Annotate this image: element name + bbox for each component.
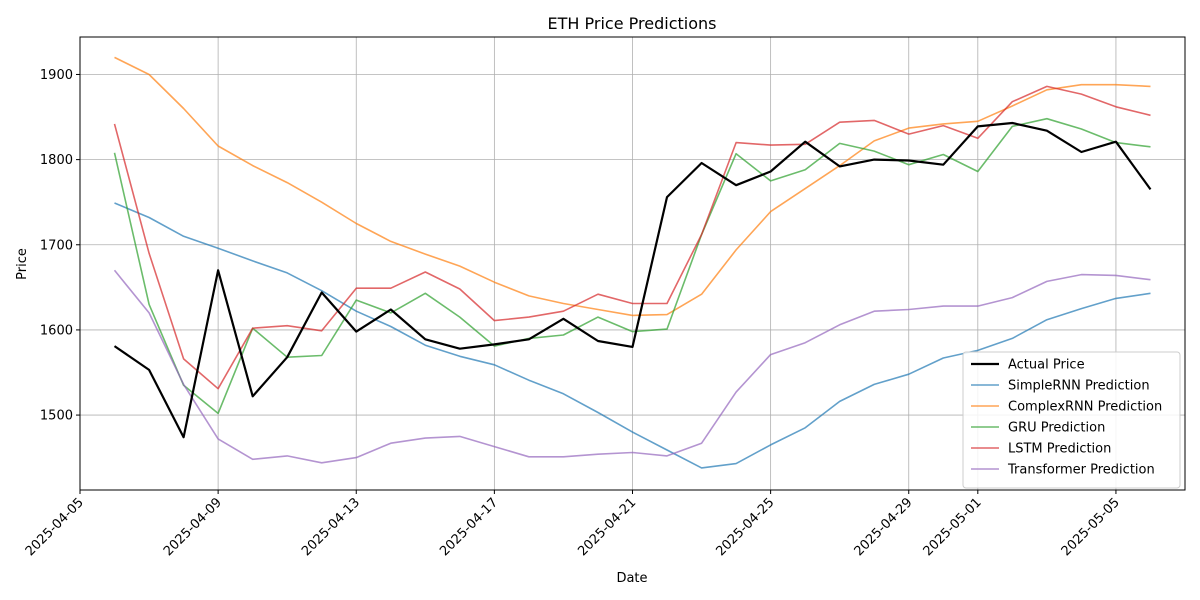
legend-label: Actual Price [1008,358,1085,373]
x-tick-label: 2025-04-05 [23,495,87,559]
x-axis-label: Date [616,571,647,586]
legend-label: ComplexRNN Prediction [1008,400,1162,415]
y-tick-label: 1800 [40,153,73,168]
y-axis-label: Price [15,248,30,280]
chart-title: ETH Price Predictions [548,14,717,33]
y-tick-label: 1500 [40,409,73,424]
x-tick-label: 2025-04-09 [161,495,225,559]
x-tick-label: 2025-04-13 [299,495,363,559]
y-tick-label: 1700 [40,238,73,253]
x-tick-label: 2025-04-17 [437,495,501,559]
x-tick-label: 2025-05-05 [1059,495,1123,559]
series-lines [113,56,1152,469]
series-line-lstm-prediction [113,85,1151,390]
series-line-actual-price [113,121,1152,439]
y-tick-label: 1600 [40,323,73,338]
x-tick-label: 2025-04-25 [713,495,777,559]
legend-box [962,351,1181,489]
legend: Actual Price SimpleRNN Prediction ComplexR… [962,351,1181,489]
y-tick-label: 1900 [40,68,73,83]
legend-label: Transformer Prediction [1007,463,1155,478]
series-line-transformer-prediction [113,269,1151,464]
y-axis: 1500 1600 1700 1800 1900 [40,68,80,424]
legend-label: SimpleRNN Prediction [1008,379,1150,394]
x-axis: 2025-04-05 2025-04-09 2025-04-13 2025-04-17… [23,490,1123,559]
x-tick-label: 2025-04-29 [852,495,916,559]
series-line-complexrnn-prediction [114,56,1151,317]
series-line-simplernn-prediction [114,202,1151,469]
legend-label: GRU Prediction [1008,421,1105,436]
x-tick-label: 2025-04-21 [575,495,639,559]
legend-label: LSTM Prediction [1008,442,1111,457]
x-tick-label: 2025-05-01 [921,495,985,559]
